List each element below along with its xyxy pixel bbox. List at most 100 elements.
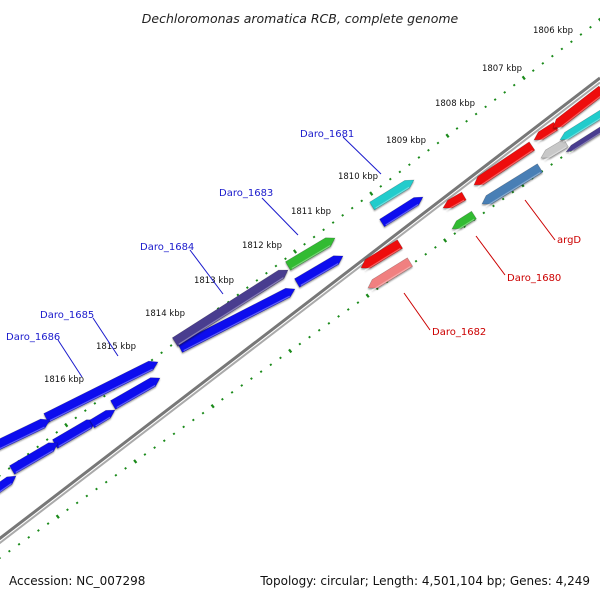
gene-label-daro-1683[interactable]: Daro_1683 [219,188,273,199]
inner-tick-mark [153,446,156,449]
outer-tick-mark [360,199,364,203]
inner-tick-mark [230,391,234,394]
inner-tick-mark [453,232,457,235]
gene-daro-1685[interactable] [43,360,159,423]
outer-tick-mark [284,257,287,261]
gene-label-daro-1685[interactable]: Daro_1685 [40,310,94,321]
outer-tick-mark [7,467,11,470]
label-leader-line [189,249,224,295]
gene-label-argd[interactable]: argD [557,235,581,246]
inner-tick-mark [7,549,11,553]
gene-rev-e[interactable] [565,125,600,154]
inner-tick-mark [124,466,127,470]
gene-daro-1681b[interactable] [379,196,424,228]
outer-tick-mark [407,163,411,167]
outer-tick-mark [465,119,468,123]
gene-label-daro-1686[interactable]: Daro_1686 [6,332,60,343]
label-leader-line [92,317,119,357]
gene-label-daro-1680[interactable]: Daro_1680 [507,273,561,284]
inner-tick-mark [17,542,21,546]
gene-daro-1686b[interactable] [89,409,116,429]
gene-daro-1682b[interactable] [367,257,414,291]
outer-tick-mark [589,25,592,29]
inner-tick-mark [482,211,486,215]
inner-tick-mark [55,514,60,519]
gene-label-daro-1681[interactable]: Daro_1681 [300,129,354,140]
outer-tick-mark [160,351,163,355]
tick-label: 1806 kbp [533,26,573,36]
gene-daro-1681[interactable] [369,179,415,211]
outer-tick-mark [83,409,87,413]
inner-tick-mark [133,459,138,464]
inner-tick-mark [511,190,515,194]
outer-tick-mark [597,17,600,22]
map-title: Dechloromonas aromatica RCB, complete ge… [142,11,459,26]
inner-tick-mark [104,480,108,484]
inner-tick-mark [201,411,205,415]
outer-tick-mark [150,358,154,362]
outer-tick-mark [388,177,392,181]
inner-tick-mark [95,487,98,491]
gene-daro-1688[interactable] [0,475,17,494]
gene-features [0,85,600,494]
gene-rev-c[interactable] [552,85,600,131]
tick-label: 1810 kbp [338,172,378,182]
gene-argd-b[interactable] [481,163,544,207]
inner-tick-mark [288,348,293,354]
inner-tick-ring [0,127,600,560]
gene-daro-1680[interactable] [442,191,467,211]
inner-tick-mark [66,508,69,512]
gene-argd[interactable] [473,141,536,188]
outer-tick-mark [102,394,106,398]
outer-tick-mark [36,445,40,449]
inner-tick-mark [327,321,331,325]
inner-tick-mark [250,377,253,380]
gene-daro-1682[interactable] [360,239,404,271]
outer-tick-mark [417,156,421,159]
inner-tick-mark [317,328,321,332]
gene-label-daro-1684[interactable]: Daro_1684 [140,242,194,253]
outer-tick-mark [331,221,335,224]
outer-tick-mark [521,75,526,81]
outer-tick-mark [322,228,325,232]
inner-tick-mark [85,494,89,498]
gene-daro-1686[interactable] [52,419,97,449]
outer-tick-mark [312,235,316,239]
inner-tick-mark [298,342,302,346]
outer-tick-mark [93,402,97,405]
outer-tick-mark [455,127,459,130]
inner-tick-mark [414,259,418,263]
tick-label: 1816 kbp [44,375,84,385]
tick-labels: 1806 kbp 1807 kbp 1808 kbp 1809 kbp 1810 kbp… [44,26,573,385]
inner-tick-mark [269,363,273,367]
gene-rev-d[interactable] [559,109,600,143]
outer-tick-mark [579,33,583,36]
gene-daro-1685b[interactable] [110,377,161,410]
tick-label: 1813 kbp [194,276,234,286]
outer-tick-mark [292,249,298,254]
inner-tick-mark [162,439,166,443]
outer-tick-mark [436,141,440,145]
outer-tick-mark [445,133,450,138]
inner-tick-mark [356,301,360,304]
gene-daro-1684[interactable] [171,269,289,347]
outer-tick-mark [512,83,516,87]
inner-tick-mark [221,397,224,401]
inner-tick-mark [424,252,428,256]
outer-tick-mark [570,40,573,44]
outer-tick-mark [169,344,173,347]
inner-tick-mark [501,197,505,201]
inner-tick-mark [75,501,79,505]
label-leader-line [57,339,83,378]
gene-daro-1687[interactable] [0,418,51,451]
gene-daro-1687b[interactable] [9,442,59,475]
inner-tick-mark [492,204,495,208]
gene-daro-1680b[interactable] [451,210,477,232]
gene-label-daro-1682[interactable]: Daro_1682 [432,327,486,338]
inner-tick-mark [550,163,553,166]
gene-daro-1683[interactable] [285,237,336,271]
gene-daro-1683b[interactable] [294,255,344,288]
gene-rev-b[interactable] [540,138,569,161]
inner-tick-mark [443,238,448,243]
